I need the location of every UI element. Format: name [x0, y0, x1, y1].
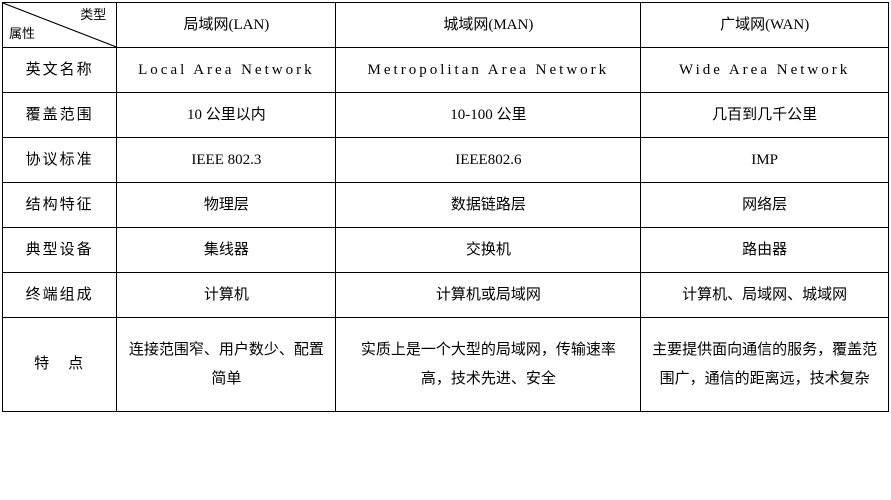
table-header-row: 类型 属性 局域网(LAN) 城域网(MAN) 广域网(WAN) [3, 3, 889, 48]
cell: 物理层 [117, 183, 336, 228]
cell: Metropolitan Area Network [336, 48, 641, 93]
cell: IEEE 802.3 [117, 138, 336, 183]
diag-label-type: 类型 [80, 5, 106, 26]
cell: 数据链路层 [336, 183, 641, 228]
table-row: 协议标准 IEEE 802.3 IEEE802.6 IMP [3, 138, 889, 183]
diag-label-attr: 属性 [9, 24, 35, 45]
cell: Wide Area Network [641, 48, 889, 93]
cell: 10-100 公里 [336, 93, 641, 138]
cell: 计算机、局域网、城域网 [641, 273, 889, 318]
table-row: 英文名称 Local Area Network Metropolitan Are… [3, 48, 889, 93]
col-header-wan: 广域网(WAN) [641, 3, 889, 48]
cell: 交换机 [336, 228, 641, 273]
table-row: 终端组成 计算机 计算机或局域网 计算机、局域网、城域网 [3, 273, 889, 318]
row-header-device: 典型设备 [3, 228, 117, 273]
cell: 计算机或局域网 [336, 273, 641, 318]
table-row: 结构特征 物理层 数据链路层 网络层 [3, 183, 889, 228]
col-header-lan: 局域网(LAN) [117, 3, 336, 48]
cell: IEEE802.6 [336, 138, 641, 183]
cell: 路由器 [641, 228, 889, 273]
network-comparison-table: 类型 属性 局域网(LAN) 城域网(MAN) 广域网(WAN) 英文名称 Lo… [2, 2, 889, 412]
table-row: 特 点 连接范围窄、用户数少、配置简单 实质上是一个大型的局域网，传输速率高，技… [3, 318, 889, 412]
cell: Local Area Network [117, 48, 336, 93]
cell: 连接范围窄、用户数少、配置简单 [117, 318, 336, 412]
row-header-coverage: 覆盖范围 [3, 93, 117, 138]
row-header-features: 特 点 [3, 318, 117, 412]
cell: IMP [641, 138, 889, 183]
cell: 计算机 [117, 273, 336, 318]
cell: 实质上是一个大型的局域网，传输速率高，技术先进、安全 [336, 318, 641, 412]
table-row: 典型设备 集线器 交换机 路由器 [3, 228, 889, 273]
cell: 几百到几千公里 [641, 93, 889, 138]
cell: 集线器 [117, 228, 336, 273]
cell: 10 公里以内 [117, 93, 336, 138]
cell: 主要提供面向通信的服务，覆盖范围广，通信的距离远，技术复杂 [641, 318, 889, 412]
table-row: 覆盖范围 10 公里以内 10-100 公里 几百到几千公里 [3, 93, 889, 138]
diagonal-header-cell: 类型 属性 [3, 3, 117, 48]
col-header-man: 城域网(MAN) [336, 3, 641, 48]
row-header-english-name: 英文名称 [3, 48, 117, 93]
row-header-protocol: 协议标准 [3, 138, 117, 183]
row-header-terminals: 终端组成 [3, 273, 117, 318]
row-header-structure: 结构特征 [3, 183, 117, 228]
cell: 网络层 [641, 183, 889, 228]
